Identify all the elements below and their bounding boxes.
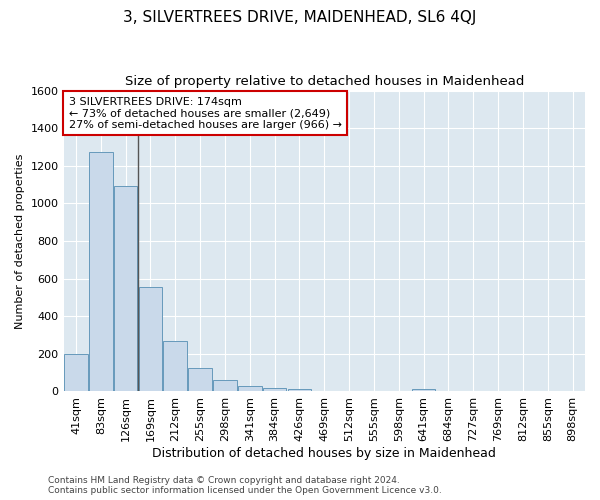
- Text: 3 SILVERTREES DRIVE: 174sqm
← 73% of detached houses are smaller (2,649)
27% of : 3 SILVERTREES DRIVE: 174sqm ← 73% of det…: [69, 96, 342, 130]
- Bar: [64, 354, 88, 392]
- Bar: [412, 388, 436, 392]
- Bar: [238, 386, 262, 392]
- Bar: [163, 340, 187, 392]
- Bar: [213, 380, 237, 392]
- Bar: [287, 388, 311, 392]
- Bar: [337, 390, 361, 392]
- Bar: [139, 287, 162, 392]
- X-axis label: Distribution of detached houses by size in Maidenhead: Distribution of detached houses by size …: [152, 447, 496, 460]
- Text: 3, SILVERTREES DRIVE, MAIDENHEAD, SL6 4QJ: 3, SILVERTREES DRIVE, MAIDENHEAD, SL6 4Q…: [124, 10, 476, 25]
- Bar: [313, 390, 336, 392]
- Bar: [89, 152, 113, 392]
- Bar: [188, 368, 212, 392]
- Y-axis label: Number of detached properties: Number of detached properties: [15, 154, 25, 328]
- Text: Contains HM Land Registry data © Crown copyright and database right 2024.
Contai: Contains HM Land Registry data © Crown c…: [48, 476, 442, 495]
- Bar: [263, 388, 286, 392]
- Bar: [114, 186, 137, 392]
- Title: Size of property relative to detached houses in Maidenhead: Size of property relative to detached ho…: [125, 75, 524, 88]
